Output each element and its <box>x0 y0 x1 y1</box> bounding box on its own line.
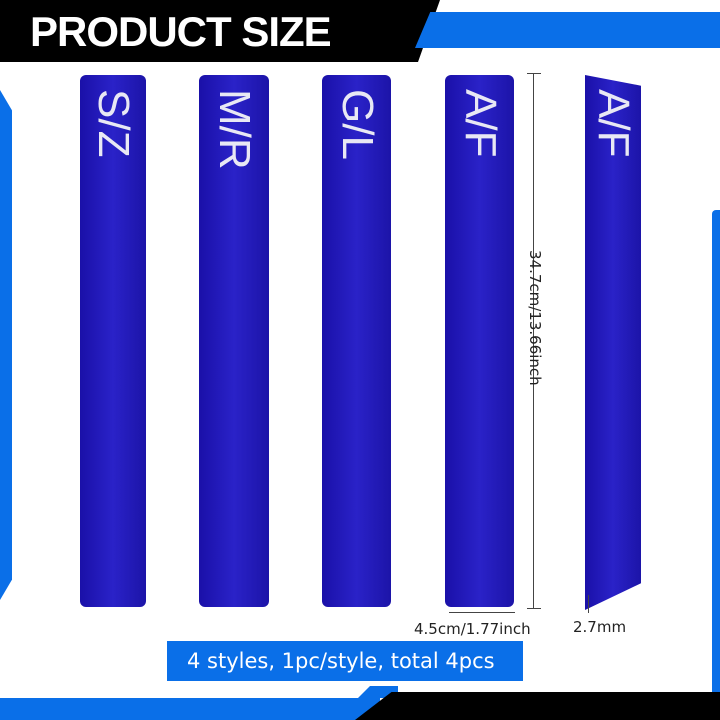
width-dimension-line <box>449 612 515 613</box>
footer-accent <box>0 698 380 720</box>
strip-sz: S/Z <box>80 75 146 607</box>
header-banner <box>0 0 440 62</box>
header-accent-bar <box>415 12 720 48</box>
strip-mr: M/R <box>199 75 269 607</box>
strip-label: G/L <box>332 89 382 160</box>
strip-label: S/Z <box>89 89 138 158</box>
strip-label: M/R <box>210 89 259 170</box>
right-accent <box>712 210 720 700</box>
width-label: 4.5cm/1.77inch <box>414 620 531 638</box>
strip-label: A/F <box>589 89 638 158</box>
strip-af: A/F <box>445 75 514 607</box>
dimension-tick <box>527 73 541 74</box>
strip-af-side: A/F <box>585 75 641 610</box>
strip-label: A/F <box>455 89 505 158</box>
thickness-label: 2.7mm <box>573 618 627 636</box>
height-label: 34.7cm/13.66inch <box>526 250 544 386</box>
height-dimension-line <box>533 73 534 608</box>
left-accent <box>0 90 12 600</box>
footer-band <box>355 692 720 720</box>
strip-gl: G/L <box>322 75 391 607</box>
page-title: PRODUCT SIZE <box>30 8 332 55</box>
thickness-dimension-line <box>588 595 589 613</box>
caption-banner: 4 styles, 1pc/style, total 4pcs <box>167 641 523 681</box>
dimension-tick <box>527 608 541 609</box>
